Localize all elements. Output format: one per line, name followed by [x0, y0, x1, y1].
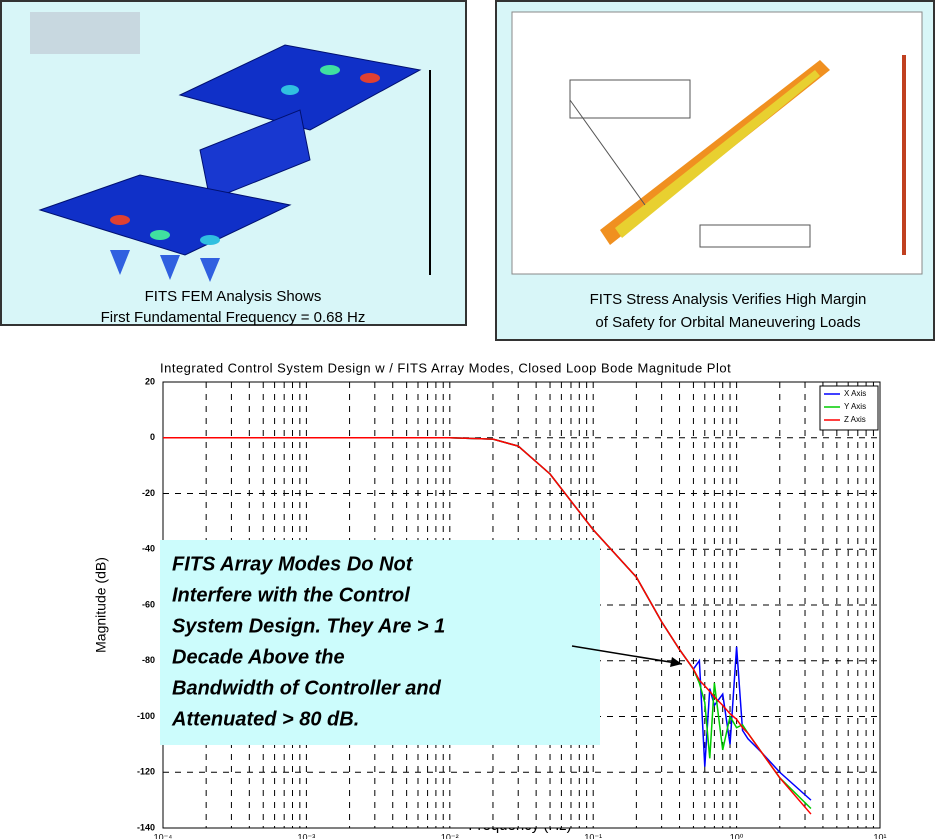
y-tick-label: -140: [137, 822, 155, 832]
y-tick-label: -80: [142, 655, 155, 665]
y-tick-label: 20: [145, 376, 155, 386]
annotation-text: Interfere with the Control: [172, 584, 410, 606]
annotation-text: Bandwidth of Controller and: [172, 677, 442, 699]
legend-label: Y Axis: [844, 402, 866, 411]
caption: First Fundamental Frequency = 0.68 Hz: [101, 309, 366, 326]
annotation-text: FITS Array Modes Do Not: [172, 553, 414, 575]
legend-label: X Axis: [844, 389, 866, 398]
x-tick-label: 10⁻⁴: [154, 832, 173, 839]
y-tick-label: -60: [142, 599, 155, 609]
annotation-text: System Design. They Are > 1: [172, 615, 445, 637]
annotation-text: Attenuated > 80 dB.: [171, 708, 359, 730]
x-tick-label: 10⁻¹: [584, 832, 602, 839]
caption: of Safety for Orbital Maneuvering Loads: [595, 314, 860, 331]
caption: FITS FEM Analysis Shows: [145, 288, 322, 305]
x-tick-label: 10⁻³: [298, 832, 316, 839]
plot: 10⁻⁴ 10⁻³ 10⁻² 10⁻¹ 10⁰ 10¹ 20 0 -20 -40 -60 -80 -10…: [137, 376, 887, 839]
y-tick-label: -40: [142, 544, 155, 554]
y-tick-label: -100: [137, 711, 155, 721]
y-axis-label: Magnitude (dB): [93, 557, 109, 653]
caption: FITS Stress Analysis Verifies High Margi…: [590, 291, 867, 308]
legend-label: Z Axis: [844, 415, 866, 424]
x-tick-label: 10⁻²: [441, 832, 459, 839]
y-tick-label: 0: [150, 432, 155, 442]
page: FITS FEM Analysis Shows First Fundamenta…: [0, 0, 936, 839]
annotation-text: Decade Above the: [172, 646, 345, 668]
y-tick-label: -20: [142, 488, 155, 498]
chart-title: Integrated Control System Design w / FIT…: [160, 360, 731, 375]
x-tick-label: 10¹: [873, 832, 886, 839]
x-tick-label: 10⁰: [730, 832, 744, 839]
stress-image: [512, 12, 922, 274]
y-tick-label: -120: [137, 767, 155, 777]
